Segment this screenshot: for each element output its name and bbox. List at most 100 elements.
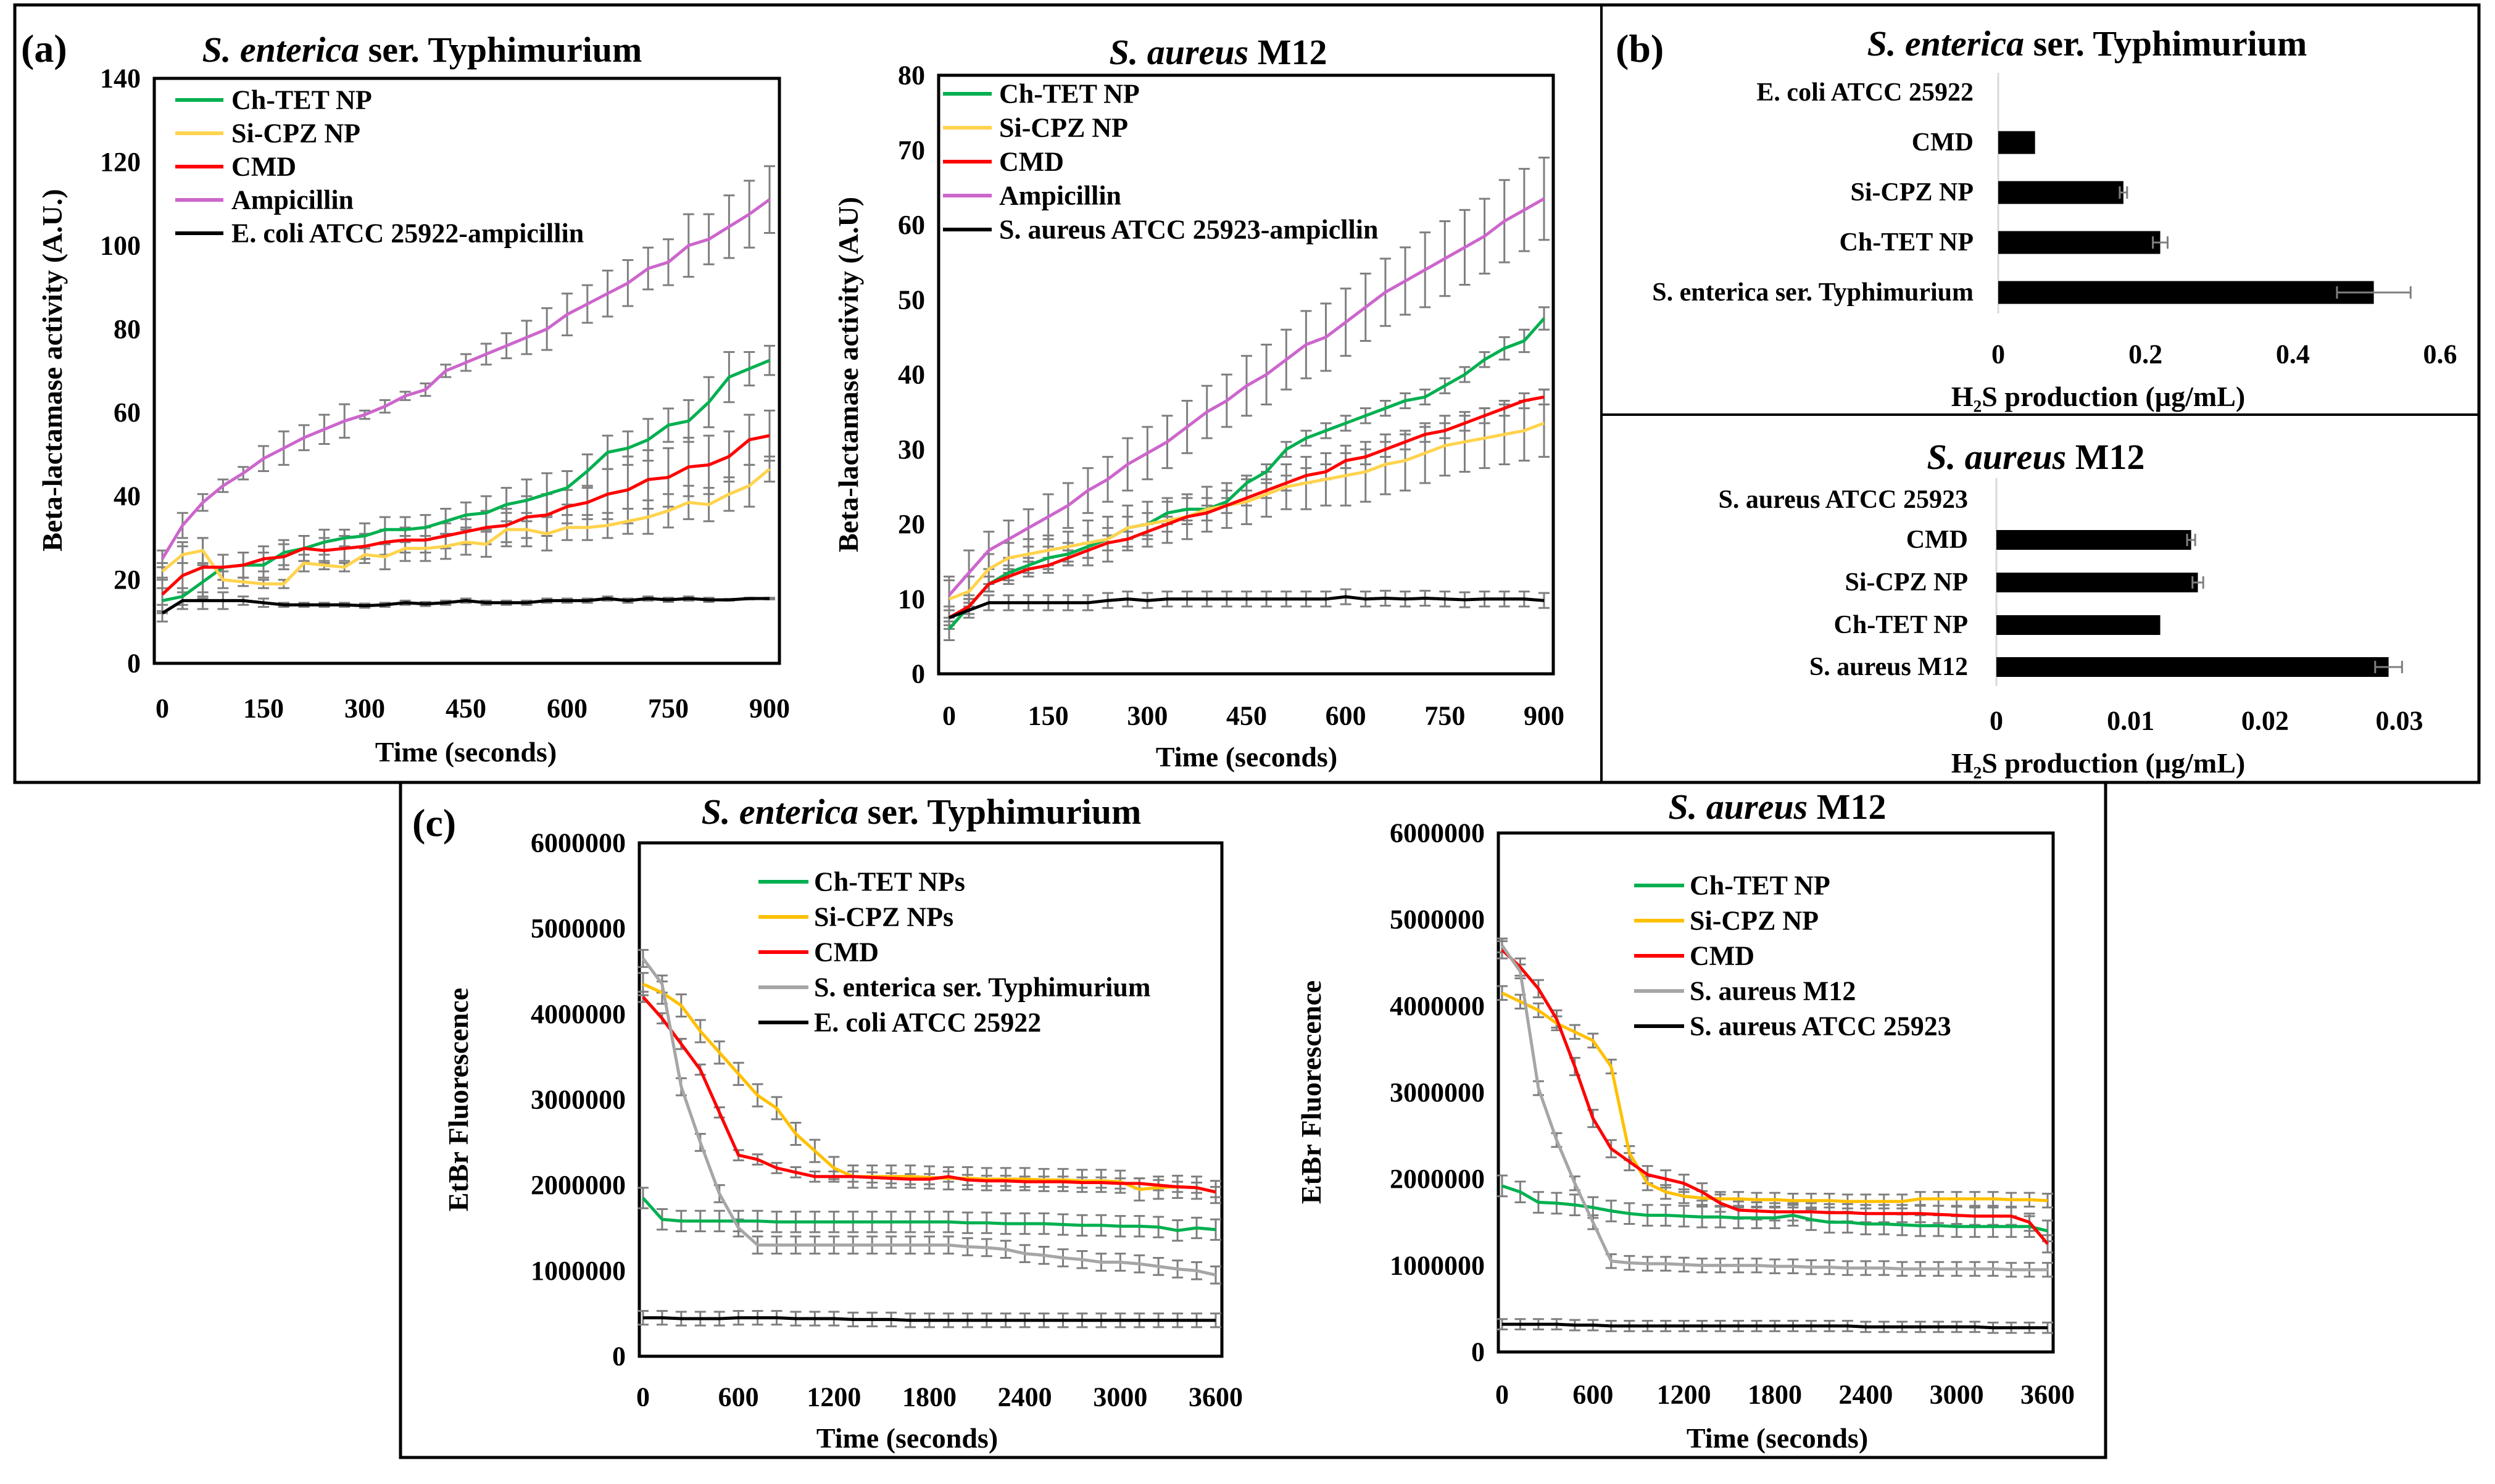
legend-label: CMD — [999, 147, 1064, 177]
legend-label: CMD — [814, 937, 879, 968]
y-tick-label: 120 — [100, 147, 141, 177]
bar — [1996, 530, 2191, 550]
y-tick-label: 80 — [114, 314, 141, 344]
series-line-cmd — [642, 995, 1216, 1194]
y-tick-label: 10 — [898, 584, 925, 614]
chart-b2-title-rest: M12 — [2066, 437, 2144, 477]
chart-c1-title-rest: ser. Typhimurium — [858, 792, 1141, 832]
x-tick-label: 0.01 — [2107, 706, 2154, 736]
chart-a1: 0 20 40 60 80 100 120 140 0 150 300 450 600 750 900 Ch-… — [100, 64, 790, 724]
y-tick-label: 6000000 — [1390, 818, 1485, 848]
chart-a1-title-rest: ser. Typhimurium — [359, 30, 642, 70]
chart-a1-title-italic: S. enterica — [202, 30, 360, 70]
x-tick-label: 600 — [1326, 701, 1366, 731]
chart-a2-title-rest: M12 — [1248, 32, 1327, 72]
y-tick-label: 20 — [898, 509, 925, 539]
x-tick-label: 0.6 — [2423, 339, 2457, 370]
y-tick-label: 2000000 — [531, 1170, 626, 1200]
legend: Ch-TET NP Si-CPZ NP CMD Ampicillin S. aureus… — [943, 79, 1378, 245]
y-tick-label: 2000000 — [1390, 1164, 1485, 1194]
panel-label-b: (b) — [1616, 27, 1664, 70]
chart-c2-xlabel: Time (seconds) — [1687, 1422, 1868, 1454]
category-label: Ch-TET NP — [1840, 228, 1974, 257]
chart-a1-ylabel: Beta-lactamase activity (A.U.) — [36, 189, 68, 552]
y-tick-label: 3000000 — [1390, 1077, 1485, 1108]
legend-label: S. aureus ATCC 25923 — [1690, 1011, 1951, 1042]
y-tick-label: 100 — [100, 230, 141, 260]
legend-label: Ampicillin — [231, 185, 354, 215]
x-tick-label: 600 — [718, 1382, 759, 1412]
category-label: Ch-TET NP — [1834, 611, 1968, 639]
bar — [1998, 231, 2161, 254]
series-line-ch-tet-np — [1501, 1184, 2048, 1233]
x-tick-label: 450 — [1226, 701, 1267, 731]
y-tick-label: 20 — [114, 565, 141, 595]
chart-a2: 0 10 20 30 40 50 60 70 80 0 150 300 450 600 750 900 Ch-T… — [898, 60, 1564, 731]
chart-c1-title-italic: S. enterica — [702, 792, 859, 832]
y-tick-label: 0 — [127, 649, 141, 679]
series-line-ampicillin — [948, 197, 1545, 597]
y-tick-label: 5000000 — [1390, 905, 1485, 935]
bar — [1996, 657, 2389, 677]
category-label: CMD — [1912, 128, 1974, 157]
chart-c1: 0100000020000003000000400000050000006000… — [531, 828, 1243, 1412]
y-tick-label: 0 — [911, 659, 925, 689]
legend-label: Si-CPZ NP — [999, 113, 1128, 143]
legend-label: Ampicillin — [999, 181, 1121, 211]
bar — [1998, 281, 2374, 304]
series-line-cmd — [1501, 948, 2049, 1245]
y-tick-label: 60 — [114, 397, 141, 428]
y-tick-label: 0 — [612, 1341, 626, 1372]
chart-b1-xlabel: H₂S production (µg/mL) — [1951, 381, 2246, 412]
chart-a2-xlabel: Time (seconds) — [1156, 741, 1337, 773]
x-tick-label: 1200 — [807, 1382, 861, 1412]
y-tick-label: 3000000 — [531, 1085, 626, 1115]
x-tick-label: 900 — [749, 694, 790, 724]
y-tick-label: 140 — [100, 64, 141, 94]
x-tick-label: 0 — [942, 701, 956, 731]
y-tick-label: 50 — [898, 284, 925, 315]
y-tick-label: 1000000 — [1390, 1250, 1485, 1280]
x-tick-label: 0 — [156, 694, 169, 724]
series-line-si-cpz-np — [161, 468, 771, 586]
x-tick-label: 0 — [1990, 706, 2003, 736]
y-tick-label: 80 — [898, 60, 925, 91]
x-tick-label: 2400 — [998, 1382, 1052, 1412]
y-tick-label: 40 — [114, 481, 141, 512]
chart-c2-title: S. aureus M12 — [1669, 787, 1887, 827]
chart-c1-title: S. enterica ser. Typhimurium — [702, 792, 1142, 832]
y-tick-label: 40 — [898, 360, 925, 390]
series-line-e-coli-atcc-25922-ampicillin — [161, 597, 770, 615]
series-line-ch-tet-nps — [642, 1196, 1216, 1232]
x-tick-label: 150 — [243, 694, 284, 724]
chart-c2: 0 1000000 2000000 3000000 4000000 5000000 6000… — [1390, 818, 2075, 1410]
x-tick-label: 3600 — [2020, 1380, 2075, 1410]
category-label: Si-CPZ NP — [1851, 178, 1974, 207]
series-line-s-aureus-m12 — [1500, 944, 2048, 1272]
x-tick-label: 300 — [344, 694, 385, 724]
chart-c1-xlabel: Time (seconds) — [816, 1422, 998, 1454]
legend-label: Ch-TET NP — [999, 79, 1140, 109]
chart-a2-title-italic: S. aureus — [1110, 32, 1249, 72]
category-label: S. aureus ATCC 25923 — [1718, 486, 1968, 514]
x-tick-label: 3000 — [1093, 1382, 1147, 1412]
legend-label: Si-CPZ NP — [231, 118, 360, 149]
x-tick-label: 1800 — [902, 1382, 957, 1412]
series-line-si-cpz-np — [1501, 992, 2048, 1203]
y-tick-label: 4000000 — [1390, 991, 1485, 1021]
y-tick-label: 0 — [1471, 1337, 1485, 1367]
x-tick-label: 0.2 — [2128, 339, 2162, 370]
series-line-e-coli-atcc-25922 — [643, 1316, 1216, 1322]
panel-label-c: (c) — [412, 801, 456, 845]
legend-label: E. coli ATCC 25922-ampicillin — [231, 218, 584, 249]
legend-label: Ch-TET NPs — [814, 867, 965, 897]
series-line-s-aureus-atcc-25923 — [1502, 1322, 2048, 1330]
legend-label: S. aureus M12 — [1690, 976, 1856, 1006]
category-label: S. enterica ser. Typhimurium — [1652, 278, 1974, 307]
x-tick-label: 600 — [1572, 1380, 1613, 1410]
bar — [1996, 615, 2161, 635]
x-tick-label: 450 — [446, 694, 486, 724]
y-tick-label: 4000000 — [531, 999, 626, 1029]
